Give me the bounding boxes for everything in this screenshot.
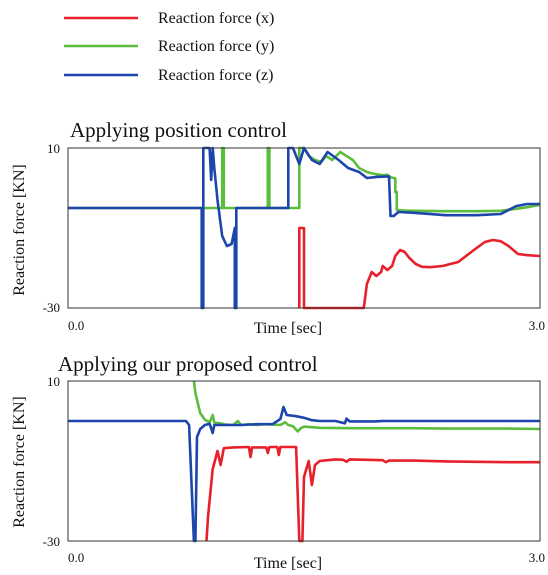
y-axis-label: Reaction force [KN] xyxy=(11,396,28,528)
plot-area xyxy=(68,146,541,310)
x-tick-label-start: 0.0 xyxy=(68,550,84,565)
legend-label-z: Reaction force (z) xyxy=(158,67,273,84)
chart-panel-proposed-control: Applying our proposed control 10 -30 Rea… xyxy=(11,352,545,572)
y-axis-label: Reaction force [KN] xyxy=(11,164,28,296)
x-tick-label-start: 0.0 xyxy=(68,318,84,333)
y-tick-label-bottom: -30 xyxy=(43,300,60,315)
plot-area xyxy=(68,380,541,543)
plot-frame xyxy=(67,147,541,309)
series-line-z xyxy=(68,146,540,310)
x-axis-label: Time [sec] xyxy=(254,320,322,337)
legend-label-y: Reaction force (y) xyxy=(158,38,274,55)
y-tick-label-top: 10 xyxy=(47,374,60,389)
legend-label-x: Reaction force (x) xyxy=(158,10,274,27)
legend: Reaction force (x) Reaction force (y) Re… xyxy=(64,10,274,84)
chart-title: Applying position control xyxy=(70,118,287,142)
y-tick-label-top: 10 xyxy=(47,141,60,156)
x-tick-label-end: 3.0 xyxy=(529,318,545,333)
x-axis-label: Time [sec] xyxy=(254,555,322,572)
series-line-x xyxy=(205,445,540,543)
series-line-x xyxy=(297,226,541,310)
chart-panel-position-control: Applying position control 10 -30 Reactio… xyxy=(11,118,545,337)
x-tick-label-end: 3.0 xyxy=(529,550,545,565)
plot-frame xyxy=(67,380,541,542)
y-tick-label-bottom: -30 xyxy=(43,534,60,549)
series-line-z xyxy=(68,405,540,543)
series-line-y xyxy=(68,146,541,213)
chart-title: Applying our proposed control xyxy=(58,352,318,376)
